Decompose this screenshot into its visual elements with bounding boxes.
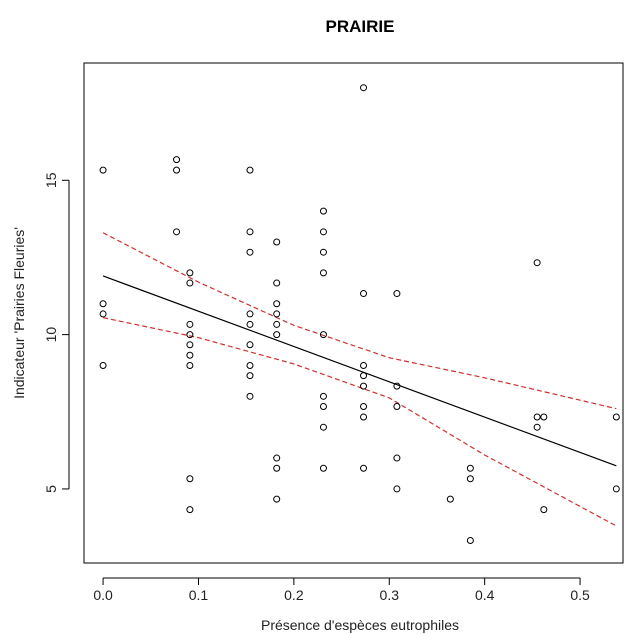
x-axis-label: Présence d'espèces eutrophiles xyxy=(261,617,459,633)
data-point xyxy=(273,238,281,246)
data-point xyxy=(186,269,194,277)
x-tick-label: 0.5 xyxy=(570,587,590,603)
data-point xyxy=(173,166,181,174)
y-tick-label: 5 xyxy=(43,485,59,493)
chart-title: PRAIRIE xyxy=(326,17,395,36)
data-point xyxy=(246,392,254,400)
data-point xyxy=(393,290,401,298)
data-point xyxy=(246,361,254,369)
data-point xyxy=(360,382,368,390)
data-point xyxy=(533,413,541,421)
data-point xyxy=(360,464,368,472)
data-point xyxy=(393,454,401,462)
data-point xyxy=(246,320,254,328)
data-point xyxy=(360,361,368,369)
data-point xyxy=(540,506,548,514)
data-point xyxy=(246,310,254,318)
data-point xyxy=(99,361,107,369)
data-point xyxy=(319,248,327,256)
data-point xyxy=(186,361,194,369)
data-point xyxy=(612,413,620,421)
data-point xyxy=(273,495,281,503)
data-point xyxy=(186,320,194,328)
data-point xyxy=(186,341,194,349)
data-point xyxy=(466,464,474,472)
y-tick-label: 10 xyxy=(43,327,59,343)
data-point xyxy=(273,464,281,472)
data-point xyxy=(319,464,327,472)
x-tick-label: 0.4 xyxy=(475,587,495,603)
data-point xyxy=(319,423,327,431)
data-point xyxy=(246,248,254,256)
data-point xyxy=(173,156,181,164)
data-point xyxy=(319,331,327,339)
data-point xyxy=(360,372,368,380)
data-point xyxy=(360,84,368,92)
x-tick-label: 0.0 xyxy=(93,587,113,603)
confidence-band-upper xyxy=(102,232,617,410)
data-point xyxy=(466,536,474,544)
x-tick-label: 0.3 xyxy=(380,587,400,603)
data-point xyxy=(273,454,281,462)
confidence-band-lower xyxy=(102,317,617,527)
data-point xyxy=(533,423,541,431)
data-point xyxy=(319,403,327,411)
data-point xyxy=(319,228,327,236)
data-point xyxy=(273,320,281,328)
data-point xyxy=(393,382,401,390)
data-point xyxy=(393,485,401,493)
data-point xyxy=(273,279,281,287)
data-point xyxy=(246,228,254,236)
y-axis-label: Indicateur 'Prairies Fleuries' xyxy=(11,227,27,399)
data-point xyxy=(186,475,194,483)
x-tick-label: 0.1 xyxy=(189,587,209,603)
data-point xyxy=(173,228,181,236)
data-point xyxy=(360,413,368,421)
data-point xyxy=(612,485,620,493)
regression-line xyxy=(102,275,617,467)
data-point xyxy=(540,413,548,421)
data-point xyxy=(360,403,368,411)
data-point xyxy=(186,351,194,359)
data-point xyxy=(319,207,327,215)
data-point xyxy=(99,300,107,308)
data-point xyxy=(186,279,194,287)
data-point xyxy=(360,290,368,298)
data-point xyxy=(273,331,281,339)
data-point xyxy=(246,166,254,174)
data-point xyxy=(246,341,254,349)
x-tick-label: 0.2 xyxy=(284,587,304,603)
data-point xyxy=(246,372,254,380)
data-point xyxy=(186,331,194,339)
plot-area: 0.0 0.1 0.2 0.3 0.4 0.5 5 10 15 xyxy=(43,62,624,603)
data-point xyxy=(186,506,194,514)
data-point xyxy=(446,495,454,503)
data-point xyxy=(273,310,281,318)
data-point xyxy=(533,259,541,267)
y-tick-label: 15 xyxy=(43,172,59,188)
data-point xyxy=(99,310,107,318)
data-point xyxy=(466,475,474,483)
data-point xyxy=(273,300,281,308)
data-point xyxy=(99,166,107,174)
data-point xyxy=(393,403,401,411)
data-point xyxy=(319,269,327,277)
plot-frame xyxy=(83,62,624,564)
data-point xyxy=(319,392,327,400)
